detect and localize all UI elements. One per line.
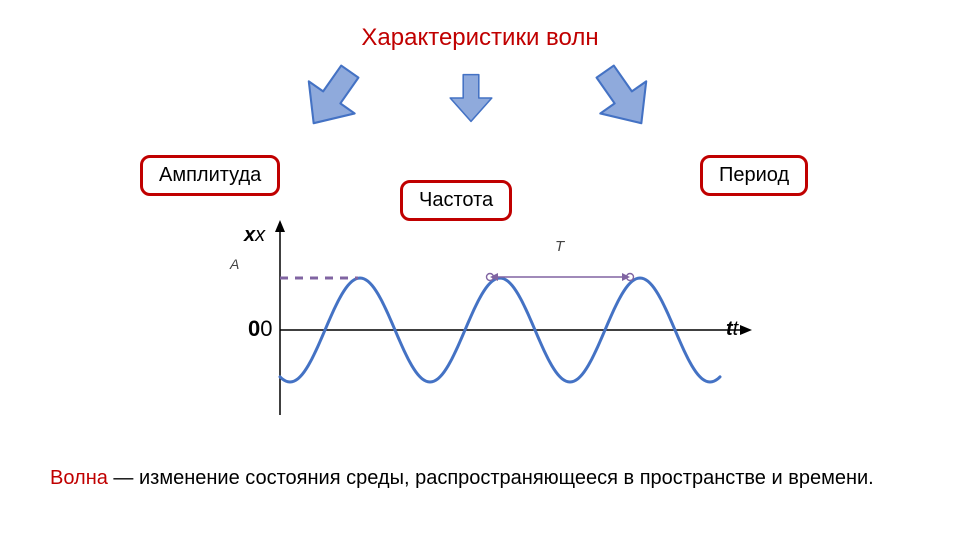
axis-label-t: tt bbox=[726, 318, 738, 341]
wave-graph: xx 00 tt A T bbox=[220, 220, 760, 420]
arrow-left bbox=[305, 64, 375, 136]
origin-label: 00 bbox=[248, 316, 273, 342]
arrow-right bbox=[580, 64, 650, 136]
arrow-center bbox=[445, 62, 497, 134]
period-label: T bbox=[555, 238, 564, 255]
definition-text: Волна — изменение состояния среды, распр… bbox=[50, 465, 910, 492]
wave-svg bbox=[220, 220, 760, 420]
axis-label-x: xx bbox=[244, 224, 265, 247]
definition-term: Волна bbox=[50, 467, 108, 489]
label-frequency: Частота bbox=[400, 180, 512, 221]
label-amplitude: Амплитуда bbox=[140, 155, 280, 196]
amplitude-label: A bbox=[230, 256, 239, 272]
label-period: Период bbox=[700, 155, 808, 196]
page-title: Характеристики волн bbox=[361, 24, 598, 52]
definition-body: — изменение состояния среды, распростран… bbox=[108, 467, 874, 489]
